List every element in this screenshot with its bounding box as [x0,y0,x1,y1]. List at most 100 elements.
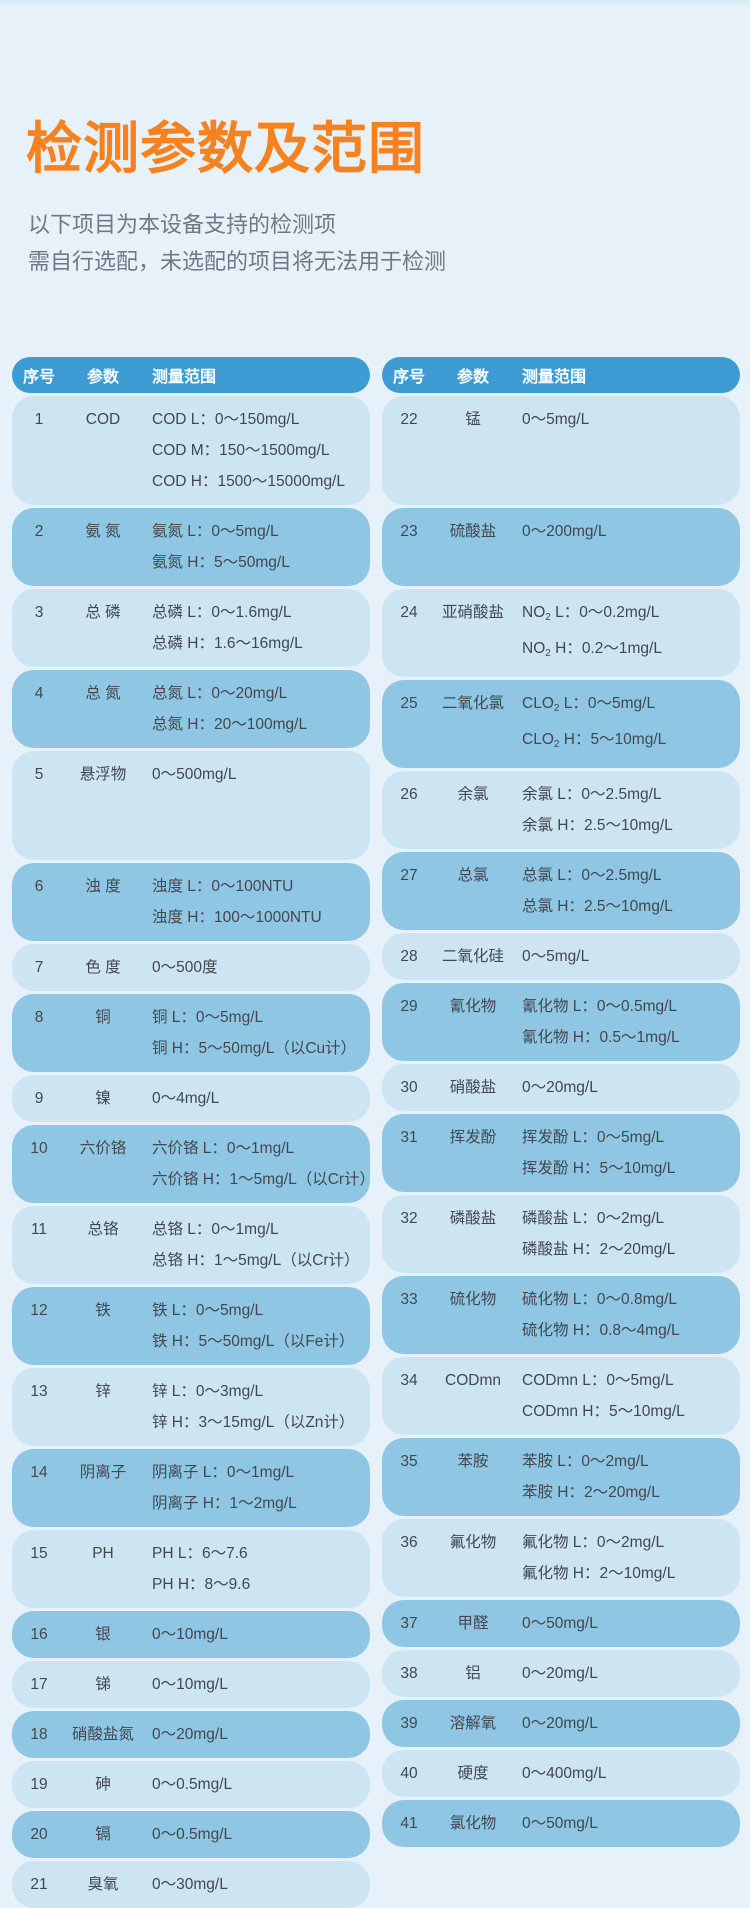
range-line: COD L：0～150mg/L [152,411,300,428]
row-index: 30 [400,1079,418,1096]
table-row[interactable]: 31 挥发酚 挥发酚 L：0～5mg/L 挥发酚 H：5～10mg/L [382,1114,740,1192]
table-row[interactable]: 8 铜 铜 L：0～5mg/L 铜 H：5～50mg/L（以Cu计） [12,994,370,1072]
parameter-table-right: 序号 参数 测量范围 22 锰 0～5mg/L 23 硫酸盐 0～200mg/L 24 亚硝酸盐 NO… [382,357,740,1847]
table-row[interactable]: 14 阴离子 阴离子 L：0～1mg/L 阴离子 H：1～2mg/L [12,1449,370,1527]
row-index: 38 [400,1665,418,1682]
row-parameter-name: 总氯 [457,867,489,884]
column-header-param: 参数 [456,369,489,386]
table-row[interactable]: 22 锰 0～5mg/L [382,396,740,505]
page-subtitle: 以下项目为本设备支持的检测项 需自行选配，未选配的项目将无法用于检测 [28,206,446,280]
table-row[interactable]: 1 COD COD L：0～150mg/L COD M：150～1500mg/L COD… [12,396,370,505]
table-row[interactable]: 6 浊 度 浊度 L：0～100NTU 浊度 H：100～1000NTU [12,863,370,941]
table-row[interactable]: 27 总氯 总氯 L：0～2.5mg/L 总氯 H：2.5～10mg/L [382,852,740,930]
table-row[interactable]: 24 亚硝酸盐 NO2 L：0～0.2mg/L NO2 H：0.2～1mg/L [382,589,740,677]
table-row[interactable]: 18 硝酸盐氮 0～20mg/L [12,1711,370,1758]
table-row[interactable]: 17 锑 0～10mg/L [12,1661,370,1708]
range-line: 0～200mg/L [522,523,607,540]
row-measuring-range: 阴离子 L：0～1mg/L 阴离子 H：1～2mg/L [142,1457,370,1519]
row-index: 6 [34,878,44,895]
row-measuring-range: CLO2 L：0～5mg/L CLO2 H：5～10mg/L [512,688,740,760]
range-line: 0～20mg/L [152,1726,228,1743]
table-row[interactable]: 39 溶解氧 0～20mg/L [382,1700,740,1747]
range-line: 铁 H：5～50mg/L（以Fe计） [152,1333,355,1350]
table-row[interactable]: 2 氨 氮 氨氮 L：0～5mg/L 氨氮 H：5～50mg/L [12,508,370,586]
range-line: 总铬 H：1～5mg/L（以Cr计） [152,1252,360,1269]
column-header-range: 测量范围 [522,369,587,386]
row-measuring-range: 0～20mg/L [512,1708,740,1739]
row-parameter-name: 硫酸盐 [449,523,497,540]
row-measuring-range: 浊度 L：0～100NTU 浊度 H：100～1000NTU [142,871,370,933]
row-index: 33 [400,1291,418,1308]
table-row[interactable]: 11 总铬 总铬 L：0～1mg/L 总铬 H：1～5mg/L（以Cr计） [12,1206,370,1284]
table-row[interactable]: 40 硬度 0～400mg/L [382,1750,740,1797]
table-row[interactable]: 37 甲醛 0～50mg/L [382,1600,740,1647]
range-line: 0～30mg/L [152,1876,228,1893]
row-parameter-name: 硝酸盐氮 [71,1726,134,1743]
range-line: 氰化物 L：0～0.5mg/L [522,998,678,1015]
range-line: 0～20mg/L [522,1665,598,1682]
table-row[interactable]: 10 六价铬 六价铬 L：0～1mg/L 六价铬 H：1～5mg/L（以Cr计） [12,1125,375,1203]
range-line: 铜 L：0～5mg/L [152,1009,264,1026]
table-row[interactable]: 19 砷 0～0.5mg/L [12,1761,370,1808]
range-line: 磷酸盐 L：0～2mg/L [522,1210,665,1227]
range-line: 总氯 H：2.5～10mg/L [522,898,673,915]
row-measuring-range: 总磷 L：0～1.6mg/L 总磷 H：1.6～16mg/L [142,597,370,659]
table-row[interactable]: 15 PH PH L：6～7.6 PH H：8～9.6 [12,1530,370,1608]
row-parameter-name: 锑 [95,1676,111,1693]
range-line: 0～20mg/L [522,1079,598,1096]
table-row[interactable]: 4 总 氮 总氮 L：0～20mg/L 总氮 H：20～100mg/L [12,670,370,748]
row-parameter-name: 铜 [95,1009,111,1026]
table-row[interactable]: 23 硫酸盐 0～200mg/L [382,508,740,586]
page-root: 检测参数及范围 以下项目为本设备支持的检测项 需自行选配，未选配的项目将无法用于… [12,118,740,1908]
table-row[interactable]: 3 总 磷 总磷 L：0～1.6mg/L 总磷 H：1.6～16mg/L [12,589,370,667]
table-row[interactable]: 7 色 度 0～500度 [12,944,370,991]
table-row[interactable]: 20 镉 0～0.5mg/L [12,1811,370,1858]
table-row[interactable]: 13 锌 锌 L：0～3mg/L 锌 H：3～15mg/L（以Zn计） [12,1368,370,1446]
table-row[interactable]: 29 氰化物 氰化物 L：0～0.5mg/L 氰化物 H：0.5～1mg/L [382,983,740,1061]
range-line: 磷酸盐 H：2～20mg/L [522,1241,676,1258]
range-line: 铁 L：0～5mg/L [152,1302,264,1319]
row-measuring-range: 六价铬 L：0～1mg/L 六价铬 H：1～5mg/L（以Cr计） [142,1133,381,1195]
row-index: 3 [34,604,44,621]
table-row[interactable]: 28 二氧化硅 0～5mg/L [382,933,740,980]
table-row[interactable]: 5 悬浮物 0～500mg/L [12,751,370,860]
column-header-range: 测量范围 [152,369,217,386]
row-index: 13 [30,1383,48,1400]
row-measuring-range: 铁 L：0～5mg/L 铁 H：5～50mg/L（以Fe计） [142,1295,370,1357]
table-row[interactable]: 12 铁 铁 L：0～5mg/L 铁 H：5～50mg/L（以Fe计） [12,1287,370,1365]
range-line: 氨氮 L：0～5mg/L [152,523,279,540]
table-row[interactable]: 32 磷酸盐 磷酸盐 L：0～2mg/L 磷酸盐 H：2～20mg/L [382,1195,740,1273]
top-accent-band [0,0,750,5]
table-row[interactable]: 9 镍 0～4mg/L [12,1075,370,1122]
range-line: 浊度 H：100～1000NTU [152,909,322,926]
row-measuring-range: 0～5mg/L [512,404,740,497]
row-measuring-range: 0～5mg/L [512,941,740,972]
table-row[interactable]: 16 银 0～10mg/L [12,1611,370,1658]
table-row[interactable]: 41 氯化物 0～50mg/L [382,1800,740,1847]
table-row[interactable]: 36 氟化物 氟化物 L：0～2mg/L 氟化物 H：2～10mg/L [382,1519,740,1597]
range-line: 总磷 L：0～1.6mg/L [152,604,292,621]
table-row[interactable]: 35 苯胺 苯胺 L：0～2mg/L 苯胺 H：2～20mg/L [382,1438,740,1516]
range-line: NO2 L：0～0.2mg/L [522,604,660,623]
row-index: 5 [34,766,44,783]
table-row[interactable]: 30 硝酸盐 0～20mg/L [382,1064,740,1111]
row-measuring-range: 0～20mg/L [512,1072,740,1103]
range-line: 0～5mg/L [522,411,590,428]
table-row[interactable]: 33 硫化物 硫化物 L：0～0.8mg/L 硫化物 H：0.8～4mg/L [382,1276,740,1354]
table-row[interactable]: 38 铝 0～20mg/L [382,1650,740,1697]
table-row[interactable]: 26 余氯 余氯 L：0～2.5mg/L 余氯 H：2.5～10mg/L [382,771,740,849]
row-index: 22 [400,411,418,428]
range-line: 苯胺 H：2～20mg/L [522,1484,660,1501]
row-parameter-name: 锌 [95,1383,111,1400]
table-row[interactable]: 34 CODmn CODmn L：0～5mg/L CODmn H：5～10mg/L [382,1357,740,1435]
table-row[interactable]: 21 臭氧 0～30mg/L [12,1861,370,1908]
table-header-left: 序号 参数 测量范围 [12,357,370,393]
row-index: 20 [30,1826,48,1843]
row-index: 39 [400,1715,418,1732]
row-index: 2 [34,523,44,540]
table-row[interactable]: 25 二氧化氯 CLO2 L：0～5mg/L CLO2 H：5～10mg/L [382,680,740,768]
row-index: 28 [400,948,418,965]
row-parameter-name: 锰 [465,411,481,428]
row-measuring-range: 0～10mg/L [142,1619,370,1650]
range-line: 总氯 L：0～2.5mg/L [522,867,662,884]
